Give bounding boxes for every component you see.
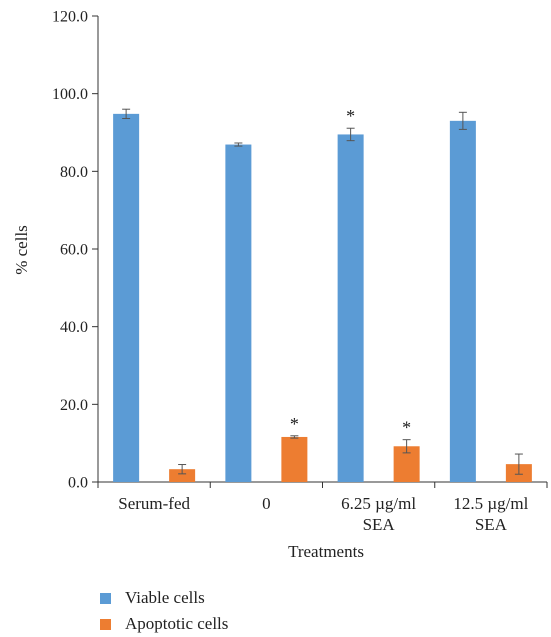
x-tick-label: 12.5 µg/ml: [453, 494, 528, 513]
bars: * * *: [113, 106, 532, 483]
x-axis: Serum-fed 0 6.25 µg/ml SEA 12.5 µg/ml SEA: [97, 481, 548, 534]
legend-item-apoptotic: Apoptotic cells: [100, 611, 228, 637]
y-tick-label: 80.0: [60, 164, 88, 181]
significance-marker: *: [346, 106, 355, 126]
legend-label-viable: Viable cells: [125, 588, 205, 607]
significance-marker: *: [402, 418, 411, 438]
bar: [337, 134, 364, 483]
x-axis-label: Treatments: [288, 542, 364, 561]
x-tick-label: 6.25 µg/ml: [341, 494, 416, 513]
x-tick-label: SEA: [475, 515, 508, 534]
bar: [281, 436, 308, 482]
legend-item-viable: Viable cells: [100, 585, 228, 611]
y-axis: 0.0 20.0 40.0 60.0 80.0 100.0 120.0: [52, 9, 99, 492]
bar: [113, 113, 140, 483]
x-tick-label: SEA: [363, 515, 396, 534]
y-tick-label: 40.0: [60, 319, 88, 336]
legend-swatch-viable: [100, 592, 111, 604]
legend-label-apoptotic: Apoptotic cells: [125, 614, 229, 633]
y-tick-label: 120.0: [52, 9, 88, 26]
y-tick-label: 60.0: [60, 242, 88, 259]
y-tick-label: 100.0: [52, 86, 88, 103]
significance-marker: *: [290, 414, 299, 434]
bar: [225, 144, 252, 482]
x-tick-label: Serum-fed: [118, 494, 190, 513]
y-axis-label: % cells: [12, 225, 31, 275]
bar: [169, 469, 196, 482]
bar: [449, 120, 476, 482]
y-tick-label: 20.0: [60, 397, 88, 414]
legend: Viable cells Apoptotic cells: [100, 585, 228, 637]
y-tick-label: 0.0: [68, 475, 88, 492]
x-tick-label: 0: [262, 494, 271, 513]
legend-swatch-apoptotic: [100, 618, 111, 630]
